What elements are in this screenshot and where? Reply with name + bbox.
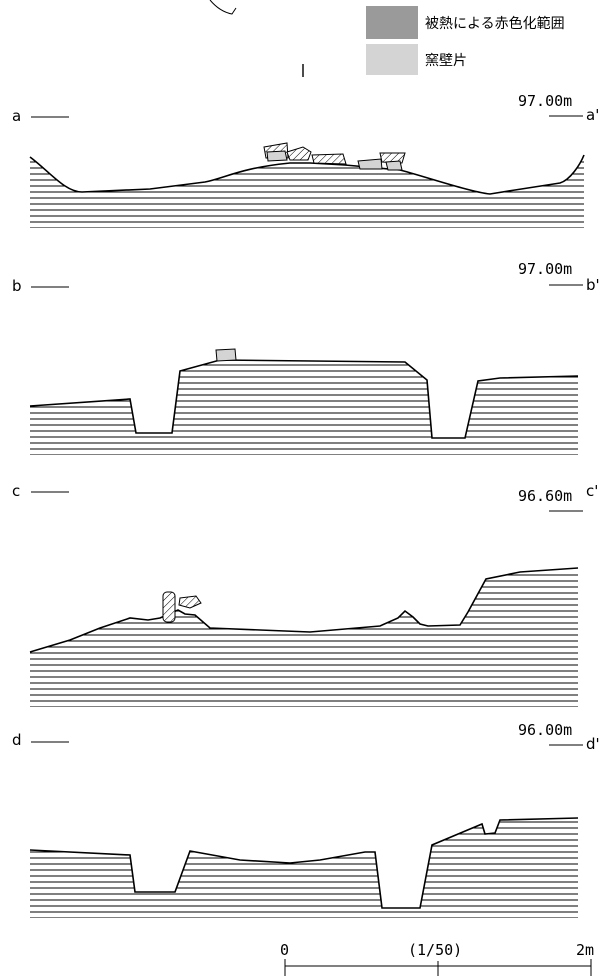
section-a-left-label: a bbox=[12, 107, 21, 125]
section-d-right-label: d' bbox=[586, 735, 600, 753]
legend: 被熱による赤色化範囲 窯壁片 bbox=[366, 6, 565, 75]
section-b-right-label: b' bbox=[586, 276, 600, 294]
section-d: d 96.00m d' bbox=[12, 721, 600, 918]
section-b-wall-fragment bbox=[215, 348, 237, 362]
section-a-wall-fragment bbox=[357, 158, 383, 170]
section-c-right-label: c' bbox=[586, 482, 598, 500]
section-d-hatching bbox=[30, 821, 578, 918]
section-c-elevation: 96.60m bbox=[518, 487, 572, 505]
section-a-wall-fragment bbox=[311, 153, 347, 165]
section-a-hatching bbox=[30, 161, 584, 228]
scale-bar: 0 (1/50) 2m bbox=[280, 941, 594, 976]
section-c-left-label: c bbox=[12, 482, 20, 500]
legend-kiln-wall-label: 窯壁片 bbox=[425, 52, 467, 69]
section-a-elevation: 97.00m bbox=[518, 92, 572, 110]
scale-start-label: 0 bbox=[280, 941, 289, 959]
section-d-elevation: 96.00m bbox=[518, 721, 572, 739]
top-fragment-outline bbox=[209, 0, 237, 15]
section-a-wall-fragment bbox=[286, 146, 312, 161]
section-a-wall-fragment bbox=[266, 150, 288, 162]
scale-ratio-label: (1/50) bbox=[408, 941, 462, 959]
section-d-profile bbox=[29, 817, 579, 909]
section-c-profile bbox=[29, 567, 579, 653]
section-b: b 97.00m b' bbox=[12, 260, 600, 455]
section-c-wall-fragment bbox=[178, 595, 202, 609]
section-c: c 96.60m c' bbox=[12, 482, 598, 707]
legend-burned-swatch bbox=[366, 6, 418, 39]
section-d-left-label: d bbox=[12, 731, 22, 749]
section-c-hatching bbox=[30, 574, 578, 707]
legend-burned-label: 被熱による赤色化範囲 bbox=[425, 15, 565, 32]
section-c-wall-fragment bbox=[162, 591, 176, 623]
section-b-elevation: 97.00m bbox=[518, 260, 572, 278]
section-a: a 97.00m a' bbox=[12, 92, 599, 228]
section-b-left-label: b bbox=[12, 277, 22, 295]
scale-end-label: 2m bbox=[576, 941, 594, 959]
legend-kiln-wall-swatch bbox=[366, 44, 418, 75]
section-b-profile bbox=[29, 359, 579, 439]
section-a-right-label: a' bbox=[586, 106, 599, 124]
section-a-wall-fragment bbox=[385, 160, 403, 171]
section-a-profile bbox=[29, 154, 585, 195]
